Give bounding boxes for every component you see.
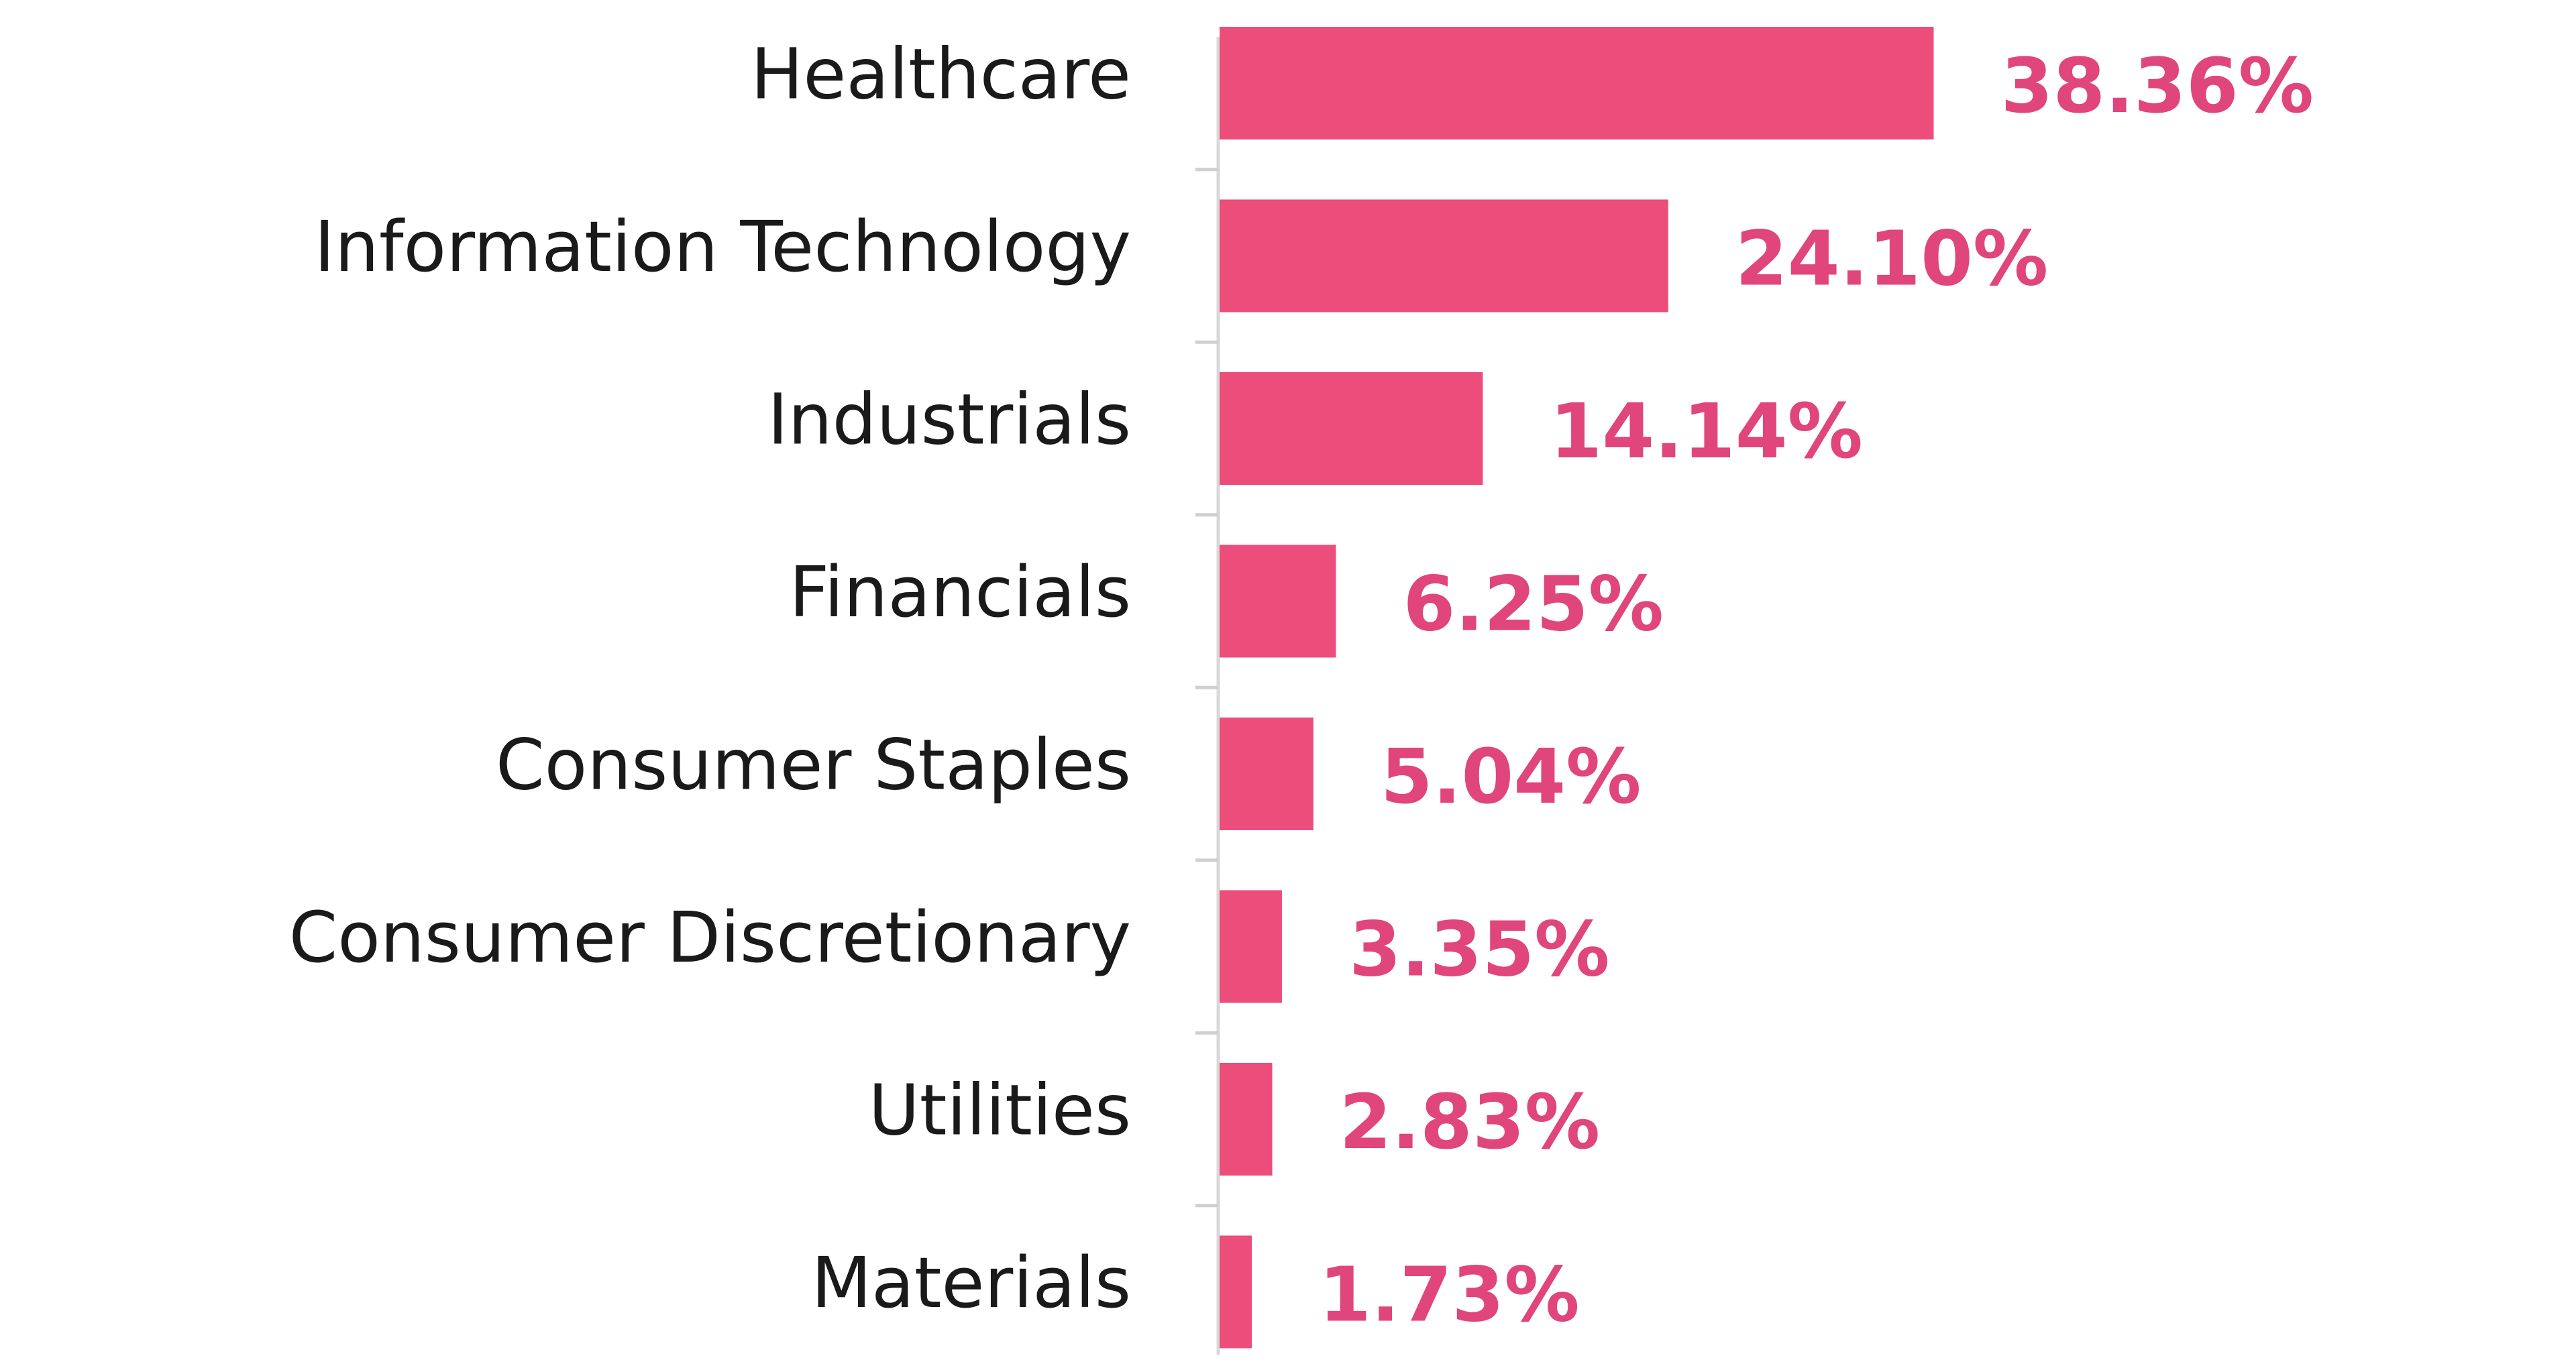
category-label: Utilities <box>869 1069 1131 1151</box>
bar <box>1220 718 1313 830</box>
bar <box>1220 890 1282 1003</box>
bar <box>1220 27 1934 139</box>
bar <box>1220 545 1336 658</box>
value-label: 3.35% <box>1349 906 1610 993</box>
bar <box>1220 1235 1252 1349</box>
category-label: Consumer Discretionary <box>289 897 1131 978</box>
value-label: 38.36% <box>2000 43 2313 130</box>
value-label: 24.10% <box>1735 215 2048 302</box>
bar <box>1220 1063 1273 1176</box>
value-label: 6.25% <box>1403 561 1664 648</box>
bar <box>1220 199 1668 312</box>
value-label: 1.73% <box>1319 1251 1580 1339</box>
category-label: Industrials <box>767 378 1131 460</box>
bar <box>1220 372 1483 485</box>
category-label: Financials <box>789 551 1131 633</box>
category-label: Consumer Staples <box>496 724 1131 805</box>
value-label: 2.83% <box>1340 1079 1601 1166</box>
value-label: 5.04% <box>1381 734 1642 821</box>
category-label: Materials <box>811 1242 1131 1324</box>
category-label: Healthcare <box>751 33 1131 115</box>
value-label: 14.14% <box>1550 388 1862 475</box>
category-label: Information Technology <box>314 206 1131 288</box>
